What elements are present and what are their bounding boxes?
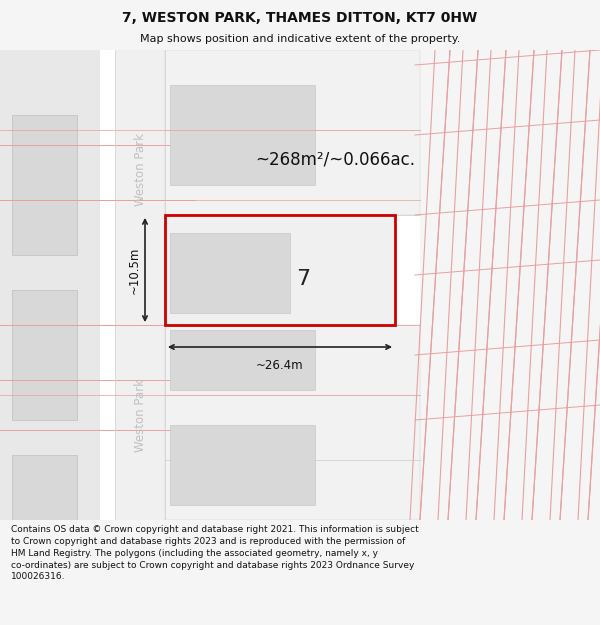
- Text: Weston Park: Weston Park: [133, 134, 146, 206]
- Bar: [165, 325, 420, 520]
- Bar: [170, 425, 315, 505]
- Bar: [170, 233, 290, 313]
- Bar: [115, 50, 165, 520]
- Bar: [165, 215, 395, 325]
- Bar: [165, 50, 420, 520]
- Text: 7, WESTON PARK, THAMES DITTON, KT7 0HW: 7, WESTON PARK, THAMES DITTON, KT7 0HW: [122, 11, 478, 25]
- Text: Weston Park: Weston Park: [133, 379, 146, 451]
- Bar: [0, 50, 100, 520]
- Bar: [165, 50, 420, 215]
- Text: ~26.4m: ~26.4m: [256, 359, 304, 372]
- Bar: [170, 85, 315, 185]
- Bar: [100, 50, 115, 520]
- Bar: [12, 290, 77, 420]
- Text: 7: 7: [296, 269, 310, 289]
- Text: Map shows position and indicative extent of the property.: Map shows position and indicative extent…: [140, 34, 460, 44]
- Bar: [170, 330, 315, 390]
- Bar: [165, 215, 395, 325]
- Text: ~10.5m: ~10.5m: [128, 246, 141, 294]
- Text: ~268m²/~0.066ac.: ~268m²/~0.066ac.: [255, 151, 415, 169]
- Text: Contains OS data © Crown copyright and database right 2021. This information is : Contains OS data © Crown copyright and d…: [11, 525, 419, 581]
- Bar: [12, 115, 77, 255]
- Bar: [12, 455, 77, 520]
